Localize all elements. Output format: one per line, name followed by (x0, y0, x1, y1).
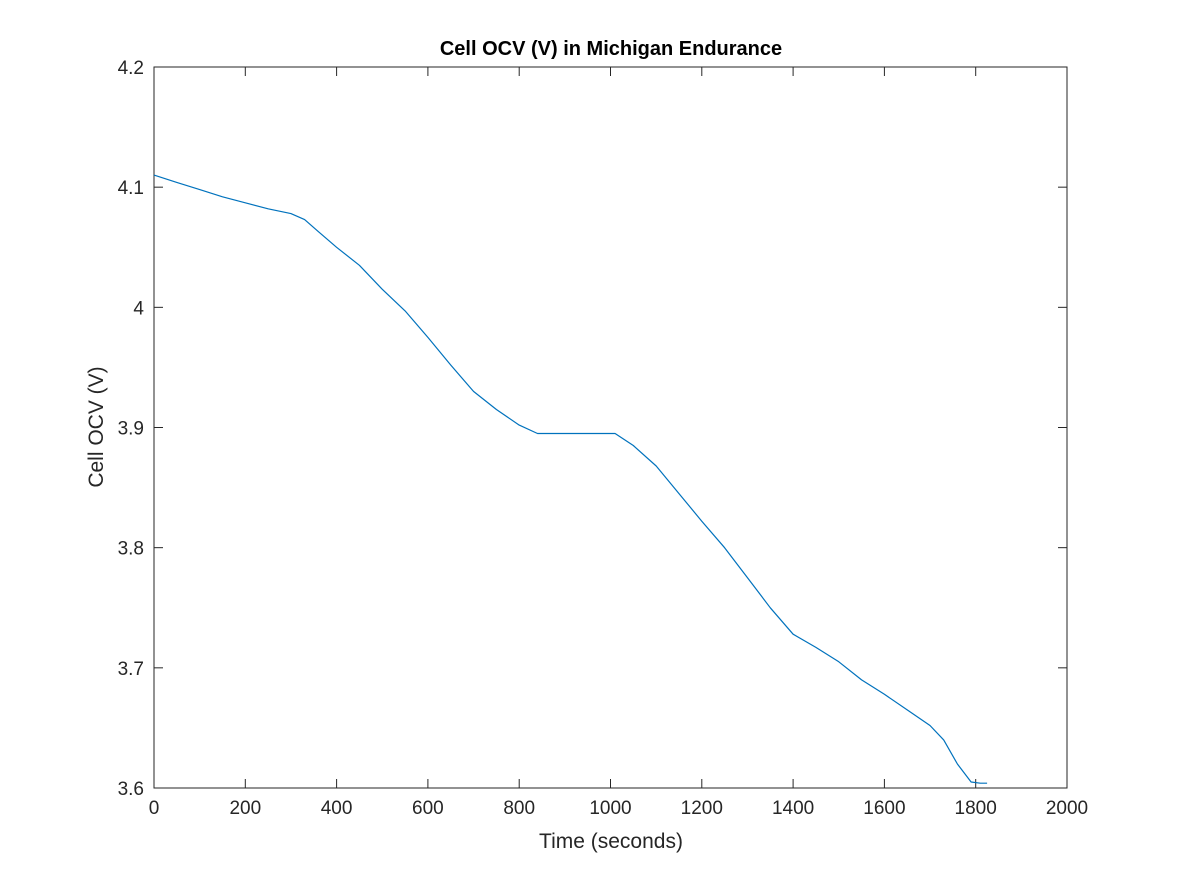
x-tick-label: 1800 (955, 798, 997, 819)
x-tick-label: 200 (229, 798, 261, 819)
series-line (153, 174, 988, 784)
y-tick-label: 3.7 (118, 659, 144, 680)
x-tick-label: 800 (503, 798, 535, 819)
y-tick-label: 4 (133, 298, 144, 319)
x-tick-label: 1600 (863, 798, 905, 819)
x-tick-label: 2000 (1046, 798, 1088, 819)
y-tick-label: 3.9 (118, 419, 144, 440)
y-tick-label: 3.6 (118, 779, 144, 800)
plot-area: 0 200 400 600 800 1000 1200 1400 1600 1800 2000 3.6… (118, 58, 1089, 819)
x-tick-label: 1200 (681, 798, 723, 819)
y-tick-label: 4.2 (118, 58, 144, 79)
x-tick-label: 1400 (772, 798, 814, 819)
x-tick-label: 600 (412, 798, 444, 819)
x-tick-label: 0 (149, 798, 160, 819)
x-tick-label: 400 (321, 798, 353, 819)
y-tick-label: 3.8 (118, 539, 144, 560)
y-tick-label: 4.1 (118, 178, 144, 199)
chart-title: Cell OCV (V) in Michigan Endurance (440, 38, 782, 60)
x-tick-label: 1000 (589, 798, 631, 819)
y-axis-label: Cell OCV (V) (85, 366, 108, 487)
x-axis-label: Time (seconds) (539, 830, 683, 853)
